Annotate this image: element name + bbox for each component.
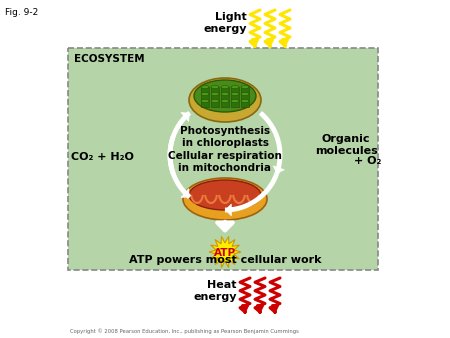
Ellipse shape (189, 180, 261, 210)
FancyBboxPatch shape (68, 48, 378, 270)
Ellipse shape (241, 93, 249, 96)
Text: Light
energy: Light energy (203, 12, 247, 33)
Bar (201, 94, 209, 100)
Bar (211, 94, 219, 100)
Ellipse shape (231, 93, 239, 96)
Text: CO₂ + H₂O: CO₂ + H₂O (71, 152, 134, 162)
Ellipse shape (221, 99, 229, 102)
Ellipse shape (211, 99, 219, 102)
Text: ATP: ATP (214, 248, 236, 258)
Bar (231, 87, 239, 93)
Ellipse shape (211, 93, 219, 96)
Bar (201, 101, 209, 107)
Bar (231, 101, 239, 107)
Bar (221, 94, 229, 100)
Text: ECOSYSTEM: ECOSYSTEM (74, 54, 144, 64)
Text: Cellular respiration
in mitochondria: Cellular respiration in mitochondria (168, 151, 282, 173)
Ellipse shape (221, 86, 229, 89)
Ellipse shape (241, 86, 249, 89)
Bar (231, 94, 239, 100)
Ellipse shape (241, 99, 249, 102)
Ellipse shape (201, 86, 209, 89)
Text: Photosynthesis
in chloroplasts: Photosynthesis in chloroplasts (180, 126, 270, 148)
Bar (241, 101, 249, 107)
Ellipse shape (194, 80, 256, 112)
Text: ATP powers most cellular work: ATP powers most cellular work (129, 255, 321, 265)
Ellipse shape (231, 99, 239, 102)
Ellipse shape (221, 93, 229, 96)
Bar (211, 101, 219, 107)
Ellipse shape (201, 93, 209, 96)
Ellipse shape (231, 86, 239, 89)
Bar (221, 101, 229, 107)
Bar (241, 87, 249, 93)
Bar (211, 87, 219, 93)
Text: Organic
molecules: Organic molecules (315, 134, 378, 156)
Text: Heat
energy: Heat energy (194, 280, 237, 301)
Polygon shape (209, 236, 241, 268)
Ellipse shape (189, 78, 261, 122)
Ellipse shape (201, 99, 209, 102)
Text: Copyright © 2008 Pearson Education, Inc., publishing as Pearson Benjamin Cumming: Copyright © 2008 Pearson Education, Inc.… (70, 329, 299, 334)
Bar (241, 94, 249, 100)
Ellipse shape (183, 178, 267, 220)
Bar (221, 87, 229, 93)
Text: + O₂: + O₂ (354, 156, 382, 166)
Ellipse shape (211, 86, 219, 89)
Bar (201, 87, 209, 93)
Text: Fig. 9-2: Fig. 9-2 (5, 8, 38, 17)
